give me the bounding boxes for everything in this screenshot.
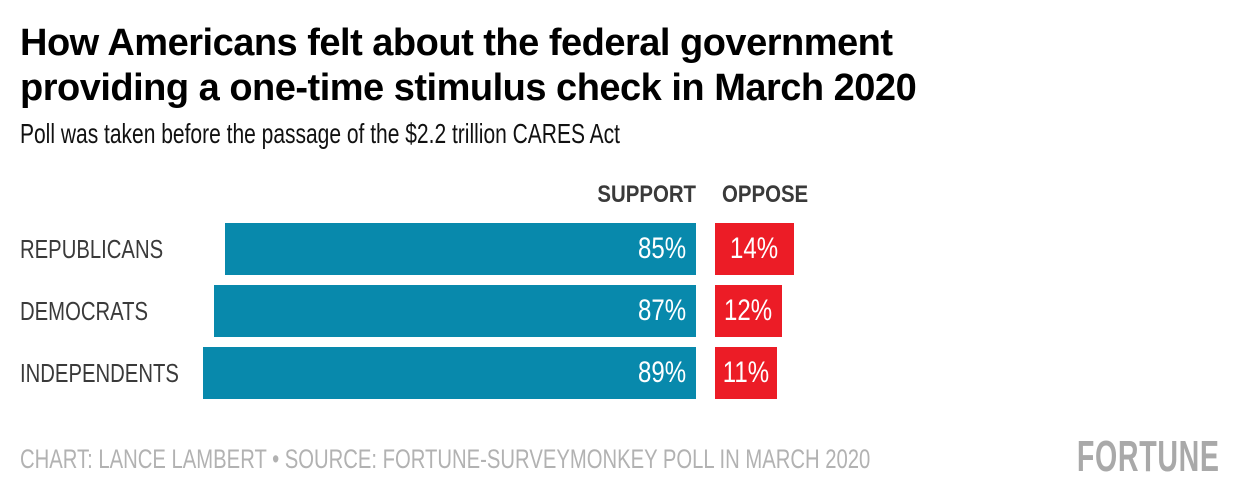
chart-row: INDEPENDENTS 89% 11% [0, 347, 1240, 399]
column-header-oppose: OPPOSE [722, 181, 809, 208]
support-value-label: 89% [637, 356, 686, 389]
oppose-bar: 14% [715, 223, 794, 275]
chart-row: REPUBLICANS 85% 14% [0, 223, 1240, 275]
oppose-value-label: 11% [722, 356, 770, 389]
category-label: DEMOCRATS [20, 295, 149, 326]
support-value-label: 87% [637, 294, 686, 327]
support-bar: 87% [214, 285, 696, 337]
column-header-support: SUPPORT [597, 181, 696, 208]
chart-credit: CHART: LANCE LAMBERT • SOURCE: FORTUNE-S… [20, 444, 871, 474]
page-title-line1: How Americans felt about the federal gov… [20, 22, 893, 64]
oppose-value-label: 12% [724, 294, 773, 327]
support-value-label: 85% [637, 232, 686, 265]
oppose-value-label: 14% [730, 232, 779, 265]
oppose-bar: 12% [715, 285, 782, 337]
chart-rows: REPUBLICANS 85% 14% DEMOCRATS 87% 12% INDEPEND… [0, 223, 1240, 409]
support-bar: 89% [203, 347, 696, 399]
page-title: How Americans felt about the federal gov… [20, 21, 1140, 111]
support-bar: 85% [225, 223, 696, 275]
category-label: INDEPENDENTS [20, 357, 179, 388]
oppose-bar: 11% [715, 347, 777, 399]
category-label: REPUBLICANS [20, 233, 164, 264]
page-subtitle: Poll was taken before the passage of the… [20, 118, 621, 149]
chart-row: DEMOCRATS 87% 12% [0, 285, 1240, 337]
page-title-line2: providing a one-time stimulus check in M… [20, 67, 917, 109]
fortune-logo: FORTUNE [1077, 432, 1220, 481]
